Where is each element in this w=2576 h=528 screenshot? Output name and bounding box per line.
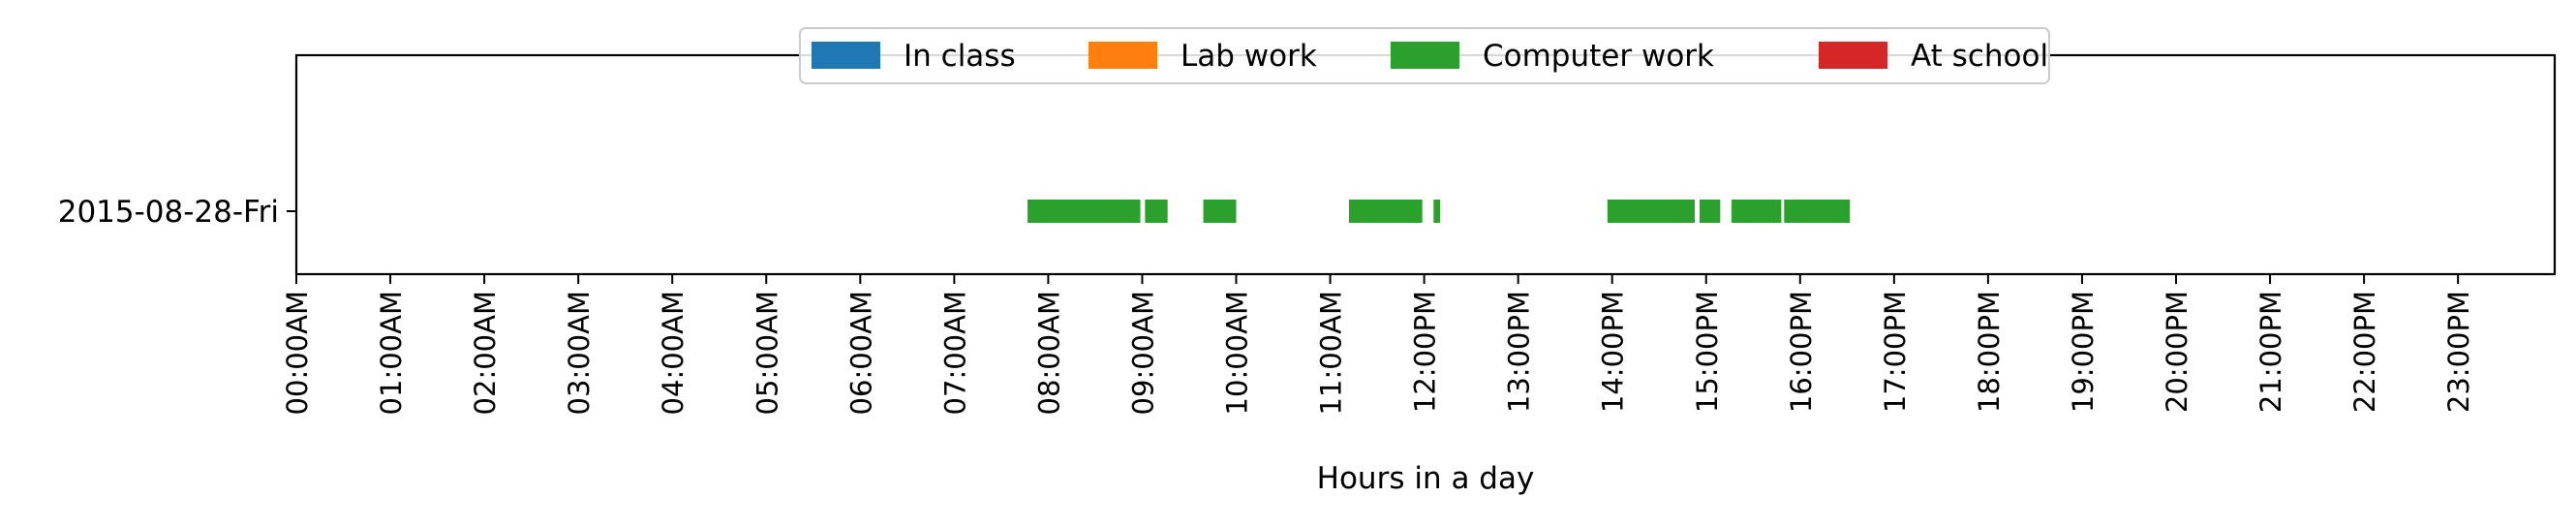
x-tick-label: 14:00PM <box>1597 291 1630 413</box>
bars-layer <box>1027 200 1851 223</box>
bar-segment <box>1348 200 1423 223</box>
bar-segment <box>1731 200 1782 223</box>
legend-label: In class <box>904 39 1016 74</box>
x-tick-label: 15:00PM <box>1691 291 1724 413</box>
legend-label: At school <box>1911 39 2048 74</box>
x-tick-label: 12:00PM <box>1409 291 1442 413</box>
x-tick-label: 11:00AM <box>1315 291 1348 415</box>
bar-segment <box>1027 200 1141 223</box>
x-tick-label: 21:00PM <box>2254 291 2287 413</box>
x-tick-label: 20:00PM <box>2161 291 2193 413</box>
bar-segment <box>1145 200 1168 223</box>
x-tick-label: 01:00AM <box>375 291 408 415</box>
x-tick-label: 19:00PM <box>2067 291 2100 413</box>
bar-segment <box>1699 200 1721 223</box>
legend-label: Lab work <box>1181 39 1317 74</box>
x-tick-label: 08:00AM <box>1032 291 1065 415</box>
x-tick-label: 17:00PM <box>1879 291 1912 413</box>
x-tick-label: 06:00AM <box>844 291 877 415</box>
bar-segment <box>1203 200 1237 223</box>
x-tick-label: 22:00PM <box>2348 291 2381 413</box>
y-tick-label: 2015-08-28-Fri <box>58 195 279 230</box>
legend-swatch <box>1391 42 1459 69</box>
x-tick-label: 02:00AM <box>469 291 502 415</box>
legend-label: Computer work <box>1483 39 1714 74</box>
x-axis-label: Hours in a day <box>1317 461 1535 496</box>
legend: In class Lab work Computer work At school <box>799 27 2050 84</box>
x-tick-label: 04:00AM <box>657 291 690 415</box>
x-tick-label: 18:00PM <box>1973 291 2006 413</box>
x-tick-label: 13:00PM <box>1503 291 1536 413</box>
legend-swatch <box>1089 42 1157 69</box>
plot-frame <box>294 53 2557 276</box>
x-axis: 00:00AM 01:00AM 02:00AM 03:00AM 04:00AM 05:00… <box>281 274 2475 415</box>
y-axis: 2015-08-28-Fri <box>58 195 296 230</box>
x-tick-label: 00:00AM <box>281 291 314 415</box>
legend-swatch <box>1819 42 1887 69</box>
bar-segment <box>1607 200 1696 223</box>
x-tick-label: 03:00AM <box>563 291 596 415</box>
x-tick-label: 23:00PM <box>2442 291 2475 413</box>
x-tick-label: 16:00PM <box>1785 291 1818 413</box>
x-tick-label: 09:00AM <box>1126 291 1159 415</box>
bar-segment <box>1784 200 1851 223</box>
x-tick-label: 05:00AM <box>751 291 783 415</box>
x-tick-label: 10:00AM <box>1221 291 1254 415</box>
bar-segment <box>1433 200 1441 223</box>
legend-swatch <box>812 42 880 69</box>
x-tick-label: 07:00AM <box>938 291 971 415</box>
